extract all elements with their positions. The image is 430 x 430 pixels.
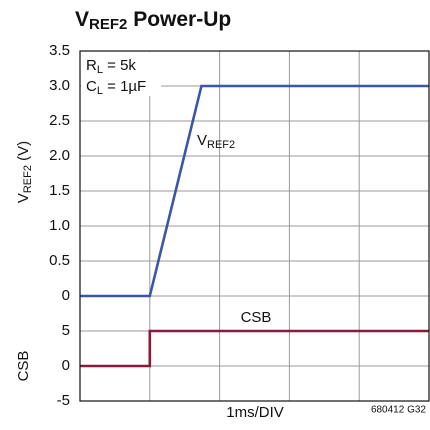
y-tick-label: 0.5 <box>49 252 70 269</box>
series-line <box>80 84 429 298</box>
series-line <box>80 329 429 368</box>
y-tick-label: 2.5 <box>49 112 70 129</box>
y-tick-label: 3.0 <box>49 77 70 94</box>
annotation: RL = 5k <box>86 57 136 76</box>
annotation-rest: = 1µF <box>103 78 146 95</box>
figure-note: 680412 G32 <box>371 405 426 416</box>
series-label: VREF2 <box>197 132 235 151</box>
y-tick-label: 0 <box>62 287 70 304</box>
chart-title: VREF2 Power-Up <box>75 8 231 33</box>
y-tick-label: 1.5 <box>49 182 70 199</box>
y-tick-label: 0 <box>62 357 70 374</box>
y-tick-label: -5 <box>57 392 70 409</box>
annotation-rest: = 5k <box>103 57 136 74</box>
y-axis-label: CSB <box>15 351 32 382</box>
x-axis-label: 1ms/DIV <box>226 404 284 421</box>
annotation-sub: L <box>97 85 103 97</box>
series-label: CSB <box>241 309 272 326</box>
annotation-sub: L <box>97 64 103 76</box>
annotation-main: R <box>86 57 97 74</box>
plot-frame <box>79 50 430 402</box>
annotation-main: C <box>86 78 97 95</box>
y-tick-label: 2.0 <box>49 147 70 164</box>
y-tick-label: 5 <box>62 322 70 339</box>
y-tick-label: 1.0 <box>49 217 70 234</box>
annotation-main: V <box>197 132 207 149</box>
annotation: CL = 1µF <box>86 78 146 97</box>
annotation-box <box>81 52 161 96</box>
y-tick-label: 3.5 <box>49 42 70 59</box>
marks <box>80 84 429 368</box>
grid <box>79 50 430 402</box>
annotation-sub: REF2 <box>207 139 235 151</box>
y-axis-label: VREF2 (V) <box>15 141 34 203</box>
